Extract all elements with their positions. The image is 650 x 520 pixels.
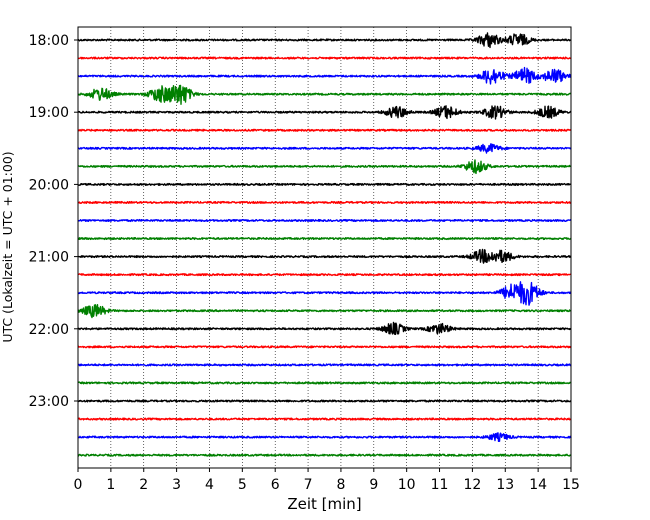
y-tick-label: 23:00 bbox=[29, 394, 69, 410]
y-axis-ticks: 18:00 19:00 20:00 21:00 22:00 23:00 bbox=[29, 33, 78, 410]
trace-2315 bbox=[77, 417, 572, 421]
trace-1800 bbox=[77, 32, 572, 49]
trace-2045 bbox=[77, 237, 572, 241]
trace-1915 bbox=[77, 128, 572, 132]
trace-2300 bbox=[77, 399, 572, 403]
trace-1930 bbox=[77, 143, 572, 154]
x-tick-label: 12 bbox=[463, 477, 481, 493]
trace-1945 bbox=[77, 159, 572, 175]
trace-2245 bbox=[77, 381, 572, 385]
x-tick-label: 6 bbox=[271, 477, 280, 493]
x-tick-label: 15 bbox=[562, 477, 580, 493]
trace-1845 bbox=[77, 84, 572, 105]
x-axis-label: Zeit [min] bbox=[287, 495, 361, 513]
trace-2000 bbox=[77, 182, 572, 186]
x-tick-label: 3 bbox=[172, 477, 181, 493]
trace-2015 bbox=[77, 200, 572, 204]
y-axis-label: UTC (Lokalzeit = UTC + 01:00) bbox=[0, 151, 15, 342]
y-tick-label: 20:00 bbox=[29, 177, 69, 193]
x-tick-label: 11 bbox=[431, 477, 449, 493]
y-tick-label: 21:00 bbox=[29, 250, 69, 266]
trace-1830 bbox=[77, 66, 572, 85]
trace-2115 bbox=[77, 273, 572, 277]
x-tick-label: 8 bbox=[336, 477, 345, 493]
x-tick-label: 1 bbox=[106, 477, 115, 493]
seismogram-traces bbox=[77, 32, 572, 457]
y-tick-label: 22:00 bbox=[29, 322, 69, 338]
trace-2215 bbox=[77, 345, 572, 349]
trace-2100 bbox=[77, 248, 572, 264]
x-tick-label: 0 bbox=[74, 477, 83, 493]
x-tick-label: 14 bbox=[529, 477, 547, 493]
trace-1815 bbox=[77, 56, 572, 60]
x-tick-label: 13 bbox=[496, 477, 514, 493]
x-tick-label: 5 bbox=[238, 477, 247, 493]
y-tick-label: 18:00 bbox=[29, 33, 69, 49]
x-tick-label: 7 bbox=[304, 477, 313, 493]
trace-2145 bbox=[77, 304, 572, 319]
trace-2130 bbox=[77, 281, 572, 306]
x-tick-label: 4 bbox=[205, 477, 214, 493]
x-tick-label: 10 bbox=[398, 477, 416, 493]
trace-2030 bbox=[77, 218, 572, 223]
plot-frame bbox=[77, 26, 572, 469]
x-tick-label: 9 bbox=[369, 477, 378, 493]
trace-1900 bbox=[77, 105, 572, 120]
trace-2230 bbox=[77, 363, 572, 367]
trace-2200 bbox=[77, 321, 572, 336]
y-tick-label: 19:00 bbox=[29, 105, 69, 121]
x-axis-ticks: 0 1 2 3 4 5 6 7 8 9 10 11 12 13 14 15 bbox=[74, 468, 580, 493]
trace-2330 bbox=[77, 432, 572, 443]
x-tick-label: 2 bbox=[139, 477, 148, 493]
trace-2345 bbox=[77, 453, 572, 457]
